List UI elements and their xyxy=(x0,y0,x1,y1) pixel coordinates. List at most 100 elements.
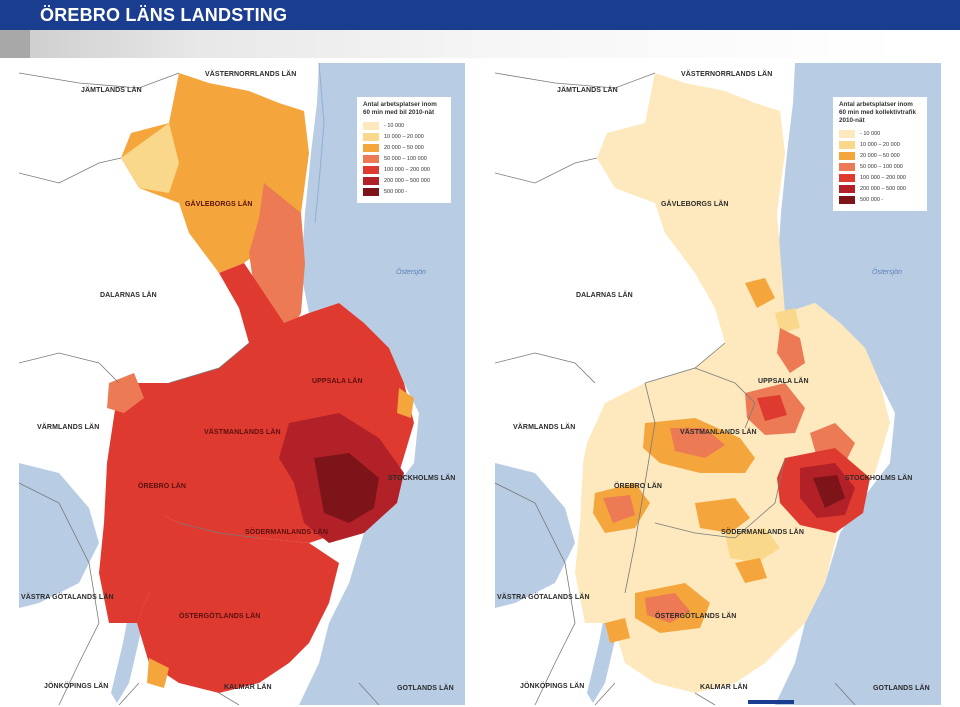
legend-swatch xyxy=(839,173,855,182)
legend-items: - 10 000 10 000 – 20 000 20 000 – 50 000 50… xyxy=(839,129,921,204)
label-gavleborg: GÄVLEBORGS LÄN xyxy=(661,201,729,208)
county-borders xyxy=(19,72,380,705)
label-vastmanland: VÄSTMANLANDS LÄN xyxy=(680,429,757,436)
legend-item: 100 000 – 200 000 xyxy=(839,173,921,182)
map-car: VÄSTERNORRLANDS LÄN JÄMTLANDS LÄN GÄVLEB… xyxy=(19,63,465,705)
legend-title: Antal arbetsplatser inom 60 min med koll… xyxy=(839,101,916,124)
map-transit-graphic xyxy=(495,63,941,705)
cluster-eskilstuna xyxy=(725,528,780,563)
label-dalarna: DALARNAS LÄN xyxy=(576,292,633,299)
legend-label: 100 000 – 200 000 xyxy=(384,166,430,173)
legend-swatch xyxy=(839,184,855,193)
lake-vanern xyxy=(495,463,575,608)
legend-label: 200 000 – 500 000 xyxy=(860,185,906,192)
legend-swatch xyxy=(839,151,855,160)
legend-item: 200 000 – 500 000 xyxy=(363,176,445,185)
legend-item: 100 000 – 200 000 xyxy=(363,165,445,174)
header-subbar-block xyxy=(0,30,30,58)
label-gotland: GOTLANDS LÄN xyxy=(873,685,930,692)
label-vastra-gotaland: VÄSTRA GÖTALANDS LÄN xyxy=(21,594,114,601)
label-varmland: VÄRMLANDS LÄN xyxy=(37,424,100,431)
label-ostergotland: ÖSTERGÖTLANDS LÄN xyxy=(655,613,737,620)
legend-label: 500 000 - xyxy=(860,196,884,203)
label-kalmar: KALMAR LÄN xyxy=(224,684,272,691)
region-spot-east xyxy=(397,388,414,418)
label-jonkoping: JÖNKÖPINGS LÄN xyxy=(520,683,585,690)
label-orebro: ÖREBRO LÄN xyxy=(138,483,187,490)
label-jonkoping: JÖNKÖPINGS LÄN xyxy=(44,683,109,690)
label-varmland: VÄRMLANDS LÄN xyxy=(513,424,576,431)
label-stockholm: STOCKHOLMS LÄN xyxy=(845,475,913,482)
legend-title: Antal arbetsplatser inom 60 min med bil … xyxy=(363,101,437,116)
legend-items: - 10 000 10 000 – 20 000 20 000 – 50 000 50… xyxy=(363,121,445,196)
legend-transit: Antal arbetsplatser inom 60 min med koll… xyxy=(833,97,927,211)
legend-label: 500 000 - xyxy=(384,188,408,195)
legend-label: 10 000 – 20 000 xyxy=(860,141,900,148)
header-title: ÖREBRO LÄNS LANDSTING xyxy=(40,5,288,25)
header-subbar xyxy=(0,30,960,58)
legend-swatch xyxy=(363,165,379,174)
label-vasternorrland: VÄSTERNORRLANDS LÄN xyxy=(681,71,773,78)
map-transit: VÄSTERNORRLANDS LÄN JÄMTLANDS LÄN GÄVLEB… xyxy=(495,63,941,705)
legend-swatch xyxy=(363,176,379,185)
label-uppsala: UPPSALA LÄN xyxy=(758,378,809,385)
legend-swatch xyxy=(363,143,379,152)
cluster-uppsala-core xyxy=(757,395,787,421)
legend-label: 50 000 – 100 000 xyxy=(860,163,903,170)
region-base xyxy=(575,73,890,693)
region-gavleborg-west xyxy=(121,123,179,193)
legend-item: 20 000 – 50 000 xyxy=(839,151,921,160)
label-jamtland: JÄMTLANDS LÄN xyxy=(557,87,618,94)
cluster-gavle xyxy=(745,278,775,308)
legend-label: 20 000 – 50 000 xyxy=(860,152,900,159)
cluster-vasteras xyxy=(670,428,725,458)
label-jamtland: JÄMTLANDS LÄN xyxy=(81,87,142,94)
label-gotland: GOTLANDS LÄN xyxy=(397,685,454,692)
legend-item: 50 000 – 100 000 xyxy=(839,162,921,171)
footer-accent-bar xyxy=(748,700,794,704)
region-spot-west xyxy=(107,373,144,413)
label-ostergotland: ÖSTERGÖTLANDS LÄN xyxy=(179,613,261,620)
legend-label: 10 000 – 20 000 xyxy=(384,133,424,140)
label-ostersjon: Östersjön xyxy=(872,269,902,276)
header-bar: ÖREBRO LÄNS LANDSTING xyxy=(0,0,960,30)
label-kalmar: KALMAR LÄN xyxy=(700,684,748,691)
label-vastra-gotaland: VÄSTRA GÖTALANDS LÄN xyxy=(497,594,590,601)
lake-vanern xyxy=(19,463,99,608)
legend-item: 500 000 - xyxy=(839,195,921,204)
label-vastmanland: VÄSTMANLANDS LÄN xyxy=(204,429,281,436)
cluster-stockholm-core xyxy=(813,475,845,508)
cluster-nykoping xyxy=(735,558,767,583)
legend-car: Antal arbetsplatser inom 60 min med bil … xyxy=(357,97,451,203)
cluster-coast xyxy=(775,308,800,333)
label-sodermanland: SÖDERMANLANDS LÄN xyxy=(245,529,328,536)
label-stockholm: STOCKHOLMS LÄN xyxy=(388,475,456,482)
cluster-north-uppsala xyxy=(777,328,805,373)
legend-item: 10 000 – 20 000 xyxy=(839,140,921,149)
legend-label: - 10 000 xyxy=(860,130,881,137)
legend-swatch xyxy=(363,121,379,130)
cluster-orebro-core xyxy=(603,495,635,523)
region-stockholm-core xyxy=(314,453,379,523)
legend-label: 100 000 – 200 000 xyxy=(860,174,906,181)
legend-item: - 10 000 xyxy=(839,129,921,138)
cluster-linkoping xyxy=(645,593,690,623)
label-sodermanland: SÖDERMANLANDS LÄN xyxy=(721,529,804,536)
label-dalarna: DALARNAS LÄN xyxy=(100,292,157,299)
region-south xyxy=(137,503,339,693)
legend-label: 200 000 – 500 000 xyxy=(384,177,430,184)
label-gavleborg: GÄVLEBORGS LÄN xyxy=(185,201,253,208)
legend-item: 500 000 - xyxy=(363,187,445,196)
label-orebro: ÖREBRO LÄN xyxy=(614,483,663,490)
legend-item: 10 000 – 20 000 xyxy=(363,132,445,141)
region-spot-south xyxy=(147,658,169,688)
legend-label: 20 000 – 50 000 xyxy=(384,144,424,151)
legend-item: 200 000 – 500 000 xyxy=(839,184,921,193)
legend-swatch xyxy=(363,154,379,163)
cluster-sodermanland xyxy=(695,498,750,533)
legend-swatch xyxy=(363,187,379,196)
label-vasternorrland: VÄSTERNORRLANDS LÄN xyxy=(205,71,297,78)
cluster-motala xyxy=(605,618,630,643)
legend-item: 50 000 – 100 000 xyxy=(363,154,445,163)
legend-swatch xyxy=(839,140,855,149)
